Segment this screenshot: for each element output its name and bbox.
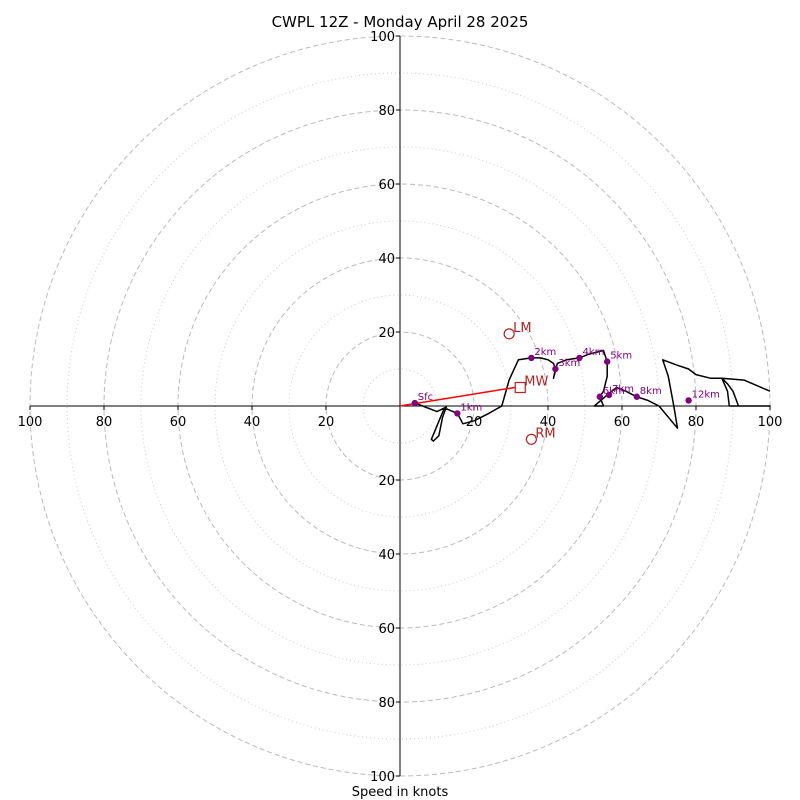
motion-label: MW [524, 375, 548, 390]
right-tick-label: 80 [688, 415, 705, 430]
height-marker-dot [454, 410, 461, 417]
height-marker-label: 1km [460, 402, 482, 413]
right-tick-label: 40 [540, 415, 557, 430]
motion-label: LM [513, 321, 531, 336]
height-marker-label: 3km [558, 358, 580, 369]
bottom-tick-label: 80 [378, 696, 395, 711]
motion-marker [525, 433, 537, 445]
right-tick-label: 100 [758, 415, 783, 430]
bottom-tick-label: 20 [378, 474, 395, 489]
top-tick-label: 20 [378, 326, 395, 341]
left-tick-label: 80 [96, 415, 113, 430]
motion-marker [514, 381, 526, 394]
left-tick-label: 60 [170, 415, 187, 430]
motion-label: RM [535, 426, 555, 441]
height-marker-dot [633, 393, 640, 400]
bottom-tick-label: 100 [370, 770, 395, 785]
hodograph-trace-line [414, 349, 771, 442]
chart-title: CWPL 12Z - Monday April 28 2025 [272, 13, 529, 31]
height-marker-label: 12km [692, 389, 720, 400]
mean-wind-vector-line [399, 386, 515, 407]
storm-motions: LM RM MW [503, 321, 556, 445]
right-tick-label: 60 [614, 415, 631, 430]
top-tick-label: 100 [370, 30, 395, 45]
height-marker-dot [685, 397, 692, 404]
mean-wind-vector [399, 386, 515, 407]
height-marker-dot [596, 393, 603, 400]
height-marker-label: 5km [610, 351, 632, 362]
left-tick-label: 40 [244, 415, 261, 430]
x-axis-label: Speed in knots [352, 785, 449, 800]
height-marker-label: 4km [582, 347, 604, 358]
left-tick-label: 20 [318, 415, 335, 430]
top-tick-label: 80 [378, 104, 395, 119]
height-marker-dot [604, 358, 611, 365]
bottom-tick-label: 40 [378, 548, 395, 563]
height-marker-label: 2km [534, 347, 556, 358]
height-marker-dot [576, 354, 583, 362]
left-tick-label: 100 [18, 415, 43, 430]
top-tick-label: 40 [378, 252, 395, 267]
height-marker-dot [552, 365, 559, 373]
motion-marker [503, 328, 515, 340]
height-marker-dot [605, 391, 613, 399]
height-marker-dot [411, 399, 418, 407]
height-marker-label: Sfc [418, 392, 433, 403]
top-tick-label: 60 [378, 178, 395, 193]
bottom-tick-label: 60 [378, 622, 395, 637]
height-marker-dot [528, 354, 535, 362]
height-marker-label: 8km [640, 386, 662, 397]
height-marker-label: 6km [603, 386, 625, 397]
height-marker-label: 7km [612, 384, 634, 395]
hodograph-trace [414, 349, 771, 442]
